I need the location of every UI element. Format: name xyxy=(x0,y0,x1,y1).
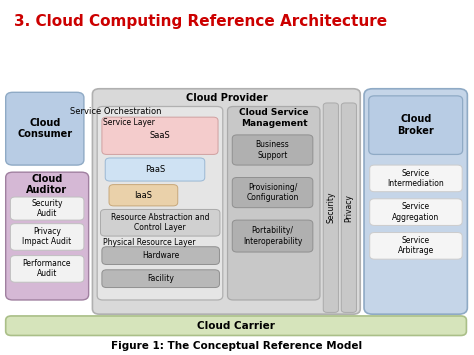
Text: Performance
Audit: Performance Audit xyxy=(23,259,71,278)
FancyBboxPatch shape xyxy=(102,247,219,264)
FancyBboxPatch shape xyxy=(97,106,223,300)
FancyBboxPatch shape xyxy=(109,185,178,206)
Text: Hardware: Hardware xyxy=(142,251,179,260)
Text: Figure 1: The Conceptual Reference Model: Figure 1: The Conceptual Reference Model xyxy=(111,342,363,351)
Text: Service Layer: Service Layer xyxy=(103,118,155,127)
FancyBboxPatch shape xyxy=(6,172,89,300)
Text: Physical Resource Layer: Physical Resource Layer xyxy=(103,237,196,247)
FancyBboxPatch shape xyxy=(105,158,205,181)
FancyBboxPatch shape xyxy=(102,117,218,154)
Text: Business
Support: Business Support xyxy=(255,141,290,160)
Text: Cloud Carrier: Cloud Carrier xyxy=(197,321,275,331)
FancyBboxPatch shape xyxy=(370,165,462,192)
Text: Privacy: Privacy xyxy=(345,194,353,222)
Text: PaaS: PaaS xyxy=(145,165,165,174)
FancyBboxPatch shape xyxy=(102,270,219,288)
Text: Cloud
Auditor: Cloud Auditor xyxy=(27,174,67,195)
Text: Service Orchestration: Service Orchestration xyxy=(70,107,162,116)
FancyBboxPatch shape xyxy=(232,135,313,165)
FancyBboxPatch shape xyxy=(369,96,463,154)
FancyBboxPatch shape xyxy=(6,316,466,335)
FancyBboxPatch shape xyxy=(100,209,220,236)
FancyBboxPatch shape xyxy=(341,103,356,312)
Text: Resource Abstraction and
Control Layer: Resource Abstraction and Control Layer xyxy=(111,213,210,232)
Text: Security
Audit: Security Audit xyxy=(31,199,63,218)
Text: IaaS: IaaS xyxy=(134,191,152,200)
FancyBboxPatch shape xyxy=(10,224,84,250)
Text: Service
Aggregation: Service Aggregation xyxy=(392,202,439,222)
FancyBboxPatch shape xyxy=(232,178,313,208)
Text: Service
Arbitrage: Service Arbitrage xyxy=(398,236,434,255)
Text: Cloud
Consumer: Cloud Consumer xyxy=(18,118,73,139)
Text: Provisioning/
Configuration: Provisioning/ Configuration xyxy=(246,183,299,202)
Text: Facility: Facility xyxy=(147,274,174,283)
Text: Cloud Service
Management: Cloud Service Management xyxy=(239,108,309,127)
Text: Service
Intermediation: Service Intermediation xyxy=(387,169,444,188)
FancyBboxPatch shape xyxy=(232,220,313,252)
FancyBboxPatch shape xyxy=(228,106,320,300)
FancyBboxPatch shape xyxy=(323,103,338,312)
FancyBboxPatch shape xyxy=(92,89,360,314)
Text: SaaS: SaaS xyxy=(150,131,171,141)
FancyBboxPatch shape xyxy=(364,89,467,314)
Text: Cloud
Broker: Cloud Broker xyxy=(397,114,434,136)
FancyBboxPatch shape xyxy=(10,256,84,282)
Text: Cloud Provider: Cloud Provider xyxy=(186,93,267,103)
FancyBboxPatch shape xyxy=(6,92,84,165)
Text: Portability/
Interoperability: Portability/ Interoperability xyxy=(243,226,302,246)
Text: 3. Cloud Computing Reference Architecture: 3. Cloud Computing Reference Architectur… xyxy=(14,14,387,29)
FancyBboxPatch shape xyxy=(10,197,84,220)
FancyBboxPatch shape xyxy=(370,233,462,259)
Text: Security: Security xyxy=(327,192,335,223)
Text: Privacy
Impact Audit: Privacy Impact Audit xyxy=(22,227,72,246)
FancyBboxPatch shape xyxy=(370,199,462,225)
